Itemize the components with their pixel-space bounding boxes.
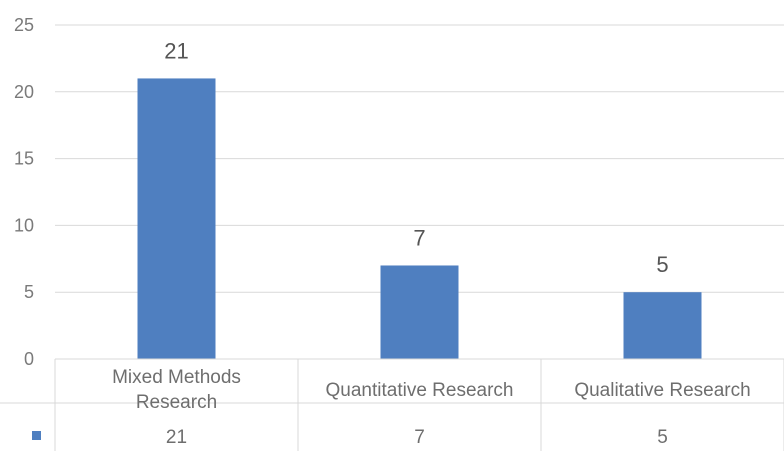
y-tick-label: 20 <box>14 82 34 102</box>
category-label: Mixed Methods Research <box>112 367 241 413</box>
table-value: 5 <box>657 427 668 448</box>
y-tick-label: 0 <box>24 349 34 369</box>
data-labels: 21 7 5 <box>164 38 668 277</box>
y-axis-ticks: 0 5 10 15 20 25 <box>14 15 34 369</box>
category-label: Quantitative Research <box>326 380 514 401</box>
data-label: 21 <box>164 38 188 63</box>
table-value: 21 <box>166 427 187 448</box>
bar <box>623 292 702 359</box>
data-table: Mixed Methods Research 21 Quantitative Rese… <box>0 358 784 451</box>
bars <box>137 78 702 359</box>
y-tick-label: 5 <box>24 282 34 302</box>
bar <box>137 78 216 359</box>
legend-key <box>32 431 41 440</box>
y-tick-label: 10 <box>14 215 34 235</box>
data-label: 7 <box>413 225 425 250</box>
y-tick-label: 25 <box>14 15 34 35</box>
y-tick-label: 15 <box>14 149 34 169</box>
data-label: 5 <box>656 252 668 277</box>
bar <box>380 265 459 359</box>
table-value: 7 <box>414 427 425 448</box>
category-label: Qualitative Research <box>574 380 750 401</box>
